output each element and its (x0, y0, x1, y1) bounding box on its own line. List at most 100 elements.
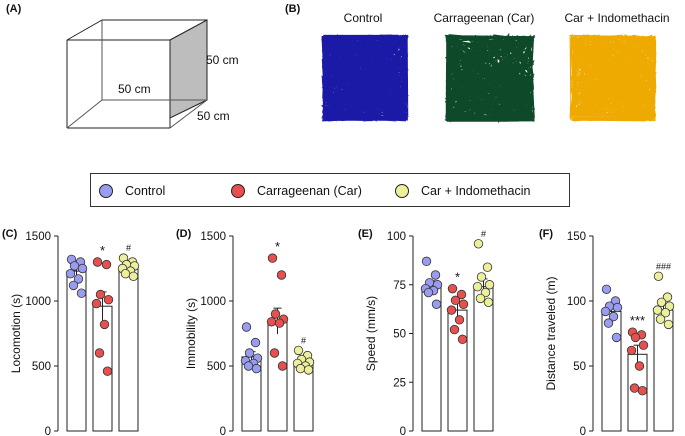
y-tick-label: 1500 (200, 231, 226, 243)
track-plot-carrageenan (444, 33, 536, 123)
legend-item-control: Control (99, 181, 165, 201)
data-point (476, 272, 487, 282)
data-point (660, 307, 671, 318)
data-point (266, 317, 277, 327)
data-point (629, 383, 640, 393)
track-label-indomethacin: Car + Indomethacin (564, 11, 670, 25)
data-point (431, 299, 442, 309)
data-point (120, 269, 131, 279)
significance-marker: * (455, 270, 460, 285)
data-point (458, 299, 469, 309)
data-point (293, 345, 304, 356)
data-point (655, 314, 666, 324)
legend-label-carrageenan: Carrageenan (Car) (257, 184, 362, 198)
data-point (274, 318, 285, 328)
data-point (482, 262, 493, 272)
data-point (276, 270, 287, 280)
box-height-label: 50 cm (206, 53, 239, 67)
data-point (91, 298, 102, 309)
data-point (600, 306, 611, 317)
data-point (94, 348, 105, 358)
open-field-box-drawing (66, 19, 208, 129)
data-point (251, 363, 262, 374)
chart-locomotion: 0 500 1000 1500 Locomotion (s) * # (9, 231, 140, 436)
y-axis-label: Distance traveled (m) (544, 276, 558, 390)
legend-item-carrageenan: Carrageenan (Car) (231, 181, 362, 201)
panel-label-d: (D) (176, 228, 192, 240)
data-point (103, 294, 114, 305)
data-point (99, 319, 110, 330)
data-point (454, 315, 465, 325)
data-point (457, 334, 468, 345)
data-point (77, 263, 88, 274)
data-point (69, 261, 80, 271)
panel-label-a: (A) (6, 3, 22, 15)
significance-marker: * (100, 243, 105, 258)
data-point (241, 322, 252, 332)
y-tick-label: 75 (393, 280, 406, 292)
significance-marker: ### (656, 261, 671, 271)
y-tick-label: 0 (45, 426, 51, 436)
legend-label-control: Control (125, 184, 166, 198)
box-depth-label: 50 cm (197, 109, 230, 123)
data-point (447, 283, 458, 294)
data-point (450, 295, 461, 306)
y-tick-label: 25 (393, 377, 406, 389)
significance-marker: # (301, 335, 306, 345)
box-width-label: 50 cm (118, 82, 151, 96)
legend: Control Carrageenan (Car) Car + Indometh… (90, 173, 570, 207)
legend-swatch-carrageenan (231, 184, 245, 198)
data-point (456, 289, 467, 300)
data-point (630, 332, 641, 343)
data-point (475, 293, 486, 304)
y-tick-label: 50 (393, 329, 406, 341)
bar (473, 286, 494, 432)
data-point (102, 366, 113, 376)
data-point (73, 274, 84, 284)
track-plot-control (320, 33, 410, 123)
panel-label-b: (B) (285, 3, 301, 15)
y-tick-label: 150 (567, 231, 586, 243)
y-tick-label: 1500 (25, 231, 51, 243)
y-tick-label: 500 (32, 361, 51, 373)
y-tick-label: 100 (567, 296, 586, 308)
data-point (652, 305, 663, 315)
data-point (270, 309, 281, 319)
data-point (601, 284, 612, 295)
data-point (484, 280, 495, 290)
data-point (656, 297, 667, 308)
data-point (277, 361, 288, 371)
data-point (92, 257, 103, 267)
data-point (68, 280, 79, 291)
panel-label-c: (C) (2, 228, 18, 240)
track-path (444, 33, 536, 123)
data-point (243, 361, 254, 371)
data-point (267, 253, 278, 263)
chart-distance: 0 50 100 150 Distance traveled (m) *** ### (544, 231, 675, 436)
data-point (637, 385, 648, 396)
panel-label-f: (F) (539, 228, 554, 240)
data-point (472, 282, 483, 292)
y-tick-label: 50 (573, 361, 586, 373)
y-tick-label: 1000 (25, 296, 51, 308)
data-point (430, 270, 441, 280)
track-label-control: Control (343, 11, 383, 25)
data-point (653, 271, 664, 282)
data-point (634, 361, 645, 371)
data-point (95, 289, 106, 300)
significance-marker: # (126, 243, 131, 253)
data-point (423, 287, 434, 298)
y-tick-label: 500 (207, 361, 226, 373)
data-point (603, 318, 614, 328)
data-point (65, 269, 76, 279)
y-axis-label: Speed (mm/s) (364, 296, 378, 371)
data-point (638, 340, 649, 350)
data-point (449, 324, 460, 335)
data-point (128, 271, 139, 282)
y-axis-label: Immobility (s) (184, 298, 198, 369)
data-point (269, 348, 280, 358)
legend-swatch-indomethacin (395, 184, 409, 198)
legend-item-indomethacin: Car + Indomethacin (395, 181, 530, 201)
data-point (446, 305, 457, 315)
bar (601, 310, 622, 432)
